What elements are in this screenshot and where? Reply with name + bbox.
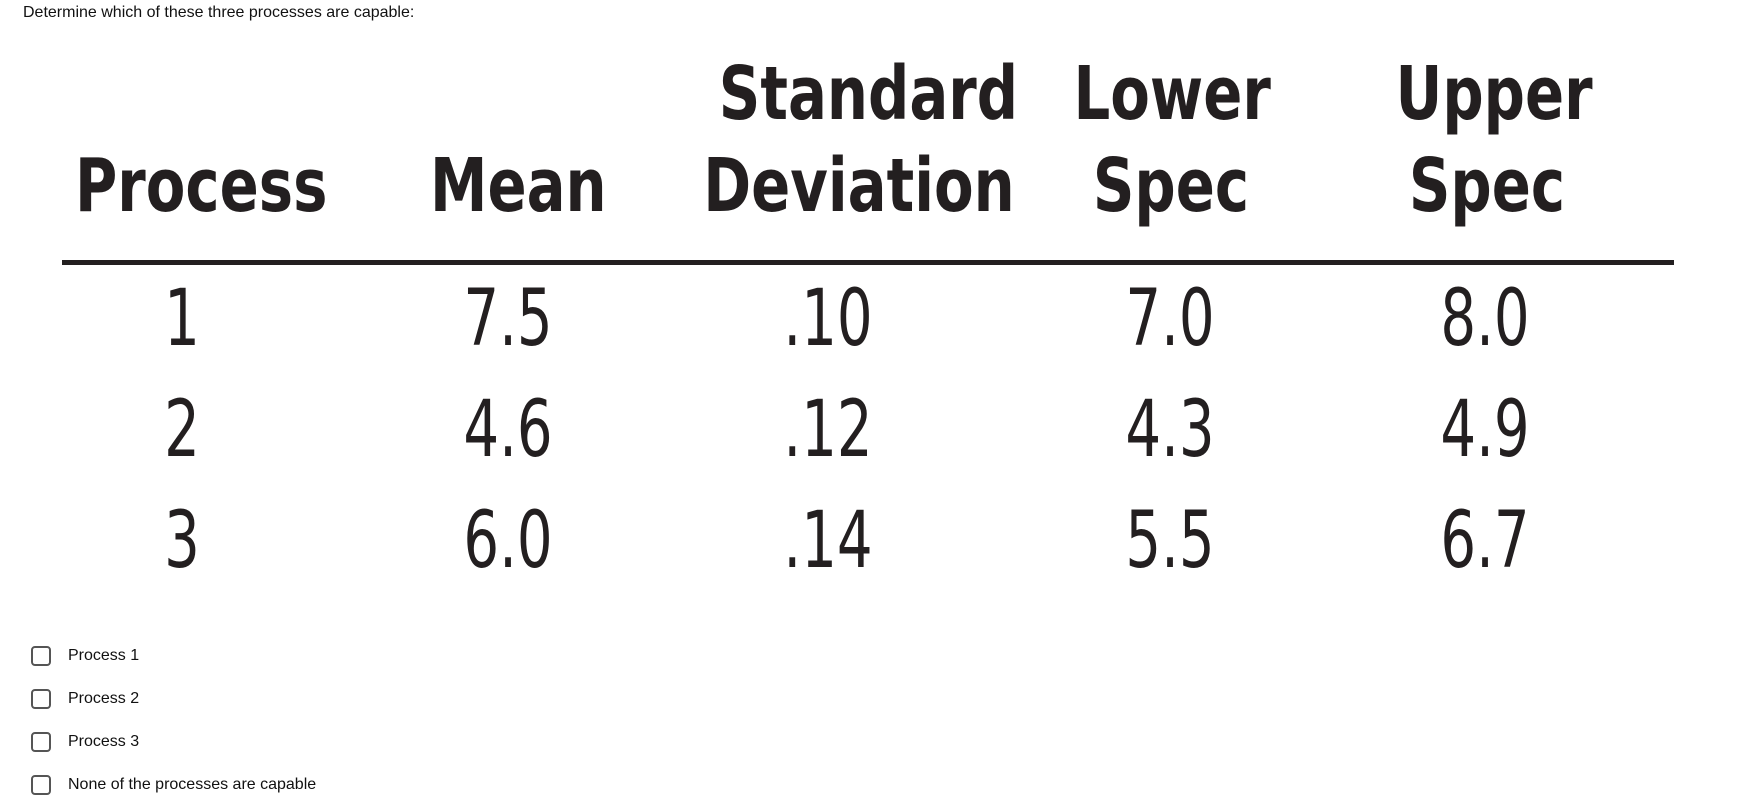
cell-lower-spec: 4.3 [1125, 385, 1215, 475]
cell-mean: 6.0 [463, 496, 553, 586]
header-process: Process [75, 143, 328, 229]
checkbox-process-3[interactable] [31, 731, 51, 752]
cell-upper-spec: 8.0 [1440, 274, 1530, 364]
cell-lower-spec: 7.0 [1125, 274, 1215, 364]
cell-std-dev: .14 [783, 496, 873, 586]
option-process-3[interactable]: Process 3 [31, 720, 316, 763]
question-text: Determine which of these three processes… [23, 4, 415, 21]
cell-std-dev: .12 [783, 385, 873, 475]
option-label: Process 2 [68, 689, 140, 707]
cell-lower-spec: 5.5 [1125, 496, 1215, 586]
header-lower-line2: Spec [1092, 143, 1250, 229]
process-table: Standard Lower Upper Process Mean Deviat… [62, 51, 1674, 586]
header-lower-line1: Lower [1073, 51, 1271, 137]
header-mean: Mean [430, 143, 607, 229]
header-standard-line1: Standard [718, 51, 1019, 137]
option-label: Process 3 [68, 732, 140, 750]
header-upper-line2: Spec [1408, 143, 1566, 229]
checkbox-process-2[interactable] [31, 688, 51, 709]
answer-options: Process 1 Process 2 Process 3 None of th… [31, 634, 316, 806]
option-process-1[interactable]: Process 1 [31, 634, 316, 677]
header-rule [62, 260, 1674, 265]
cell-process: 3 [164, 496, 200, 586]
cell-process: 2 [164, 385, 200, 475]
cell-process: 1 [164, 274, 200, 364]
cell-mean: 4.6 [463, 385, 553, 475]
option-process-2[interactable]: Process 2 [31, 677, 316, 720]
header-standard-line2: Deviation [703, 143, 1015, 229]
header-upper-line1: Upper [1395, 51, 1593, 137]
option-label: Process 1 [68, 646, 140, 664]
checkbox-none-capable[interactable] [31, 774, 51, 795]
option-label: None of the processes are capable [68, 775, 317, 793]
option-none-capable[interactable]: None of the processes are capable [31, 763, 316, 806]
cell-std-dev: .10 [783, 274, 873, 364]
checkbox-process-1[interactable] [31, 645, 51, 666]
cell-upper-spec: 6.7 [1440, 496, 1530, 586]
cell-mean: 7.5 [463, 274, 553, 364]
cell-upper-spec: 4.9 [1440, 385, 1530, 475]
